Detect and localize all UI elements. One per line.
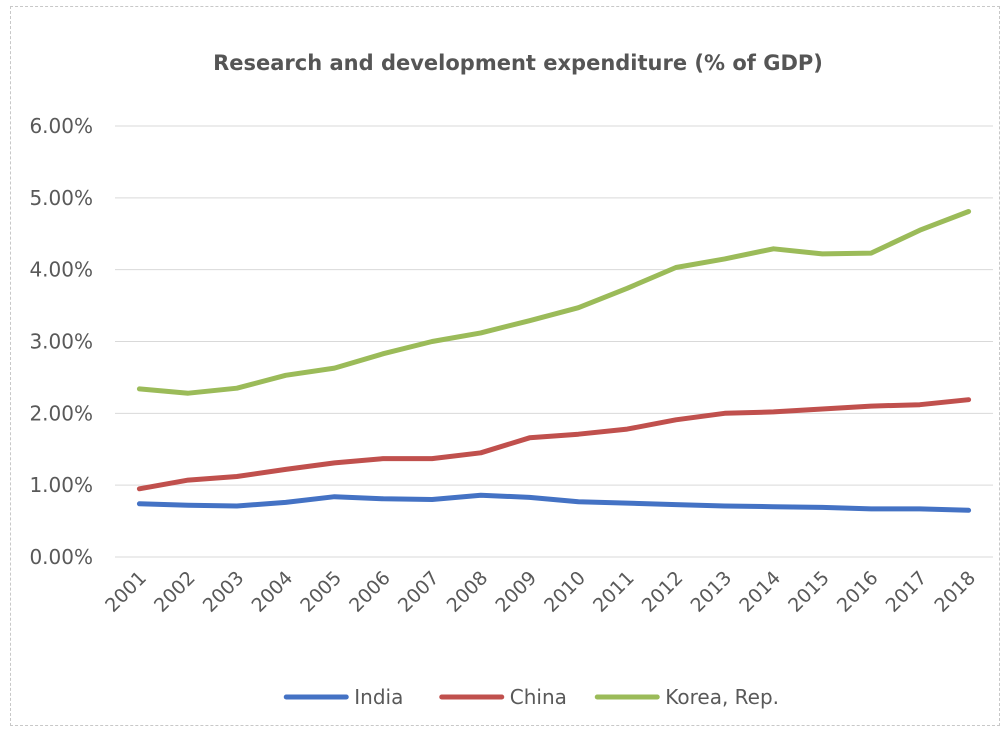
x-tick-label: 2005 (296, 567, 346, 617)
x-tick-label: 2016 (833, 567, 883, 617)
x-tick-label: 2013 (687, 567, 737, 617)
y-tick-label: 0.00% (29, 545, 93, 569)
x-tick-label: 2017 (882, 567, 932, 617)
chart-frame: Research and development expenditure (% … (10, 6, 1000, 726)
y-tick-label: 3.00% (29, 330, 93, 354)
legend-item: India (283, 685, 403, 709)
y-tick-label: 6.00% (29, 114, 93, 138)
x-tick-label: 2008 (443, 567, 493, 617)
series-line-india (136, 492, 972, 513)
y-tick-label: 5.00% (29, 186, 93, 210)
legend-item: Korea, Rep. (594, 685, 779, 709)
x-tick-label: 2007 (394, 567, 444, 617)
y-tick-label: 2.00% (29, 401, 93, 425)
x-tick-label: 2003 (199, 567, 249, 617)
y-tick-label: 4.00% (29, 258, 93, 282)
line-chart: Research and development expenditure (% … (29, 51, 993, 709)
series-line-china (136, 397, 972, 492)
x-tick-label: 2001 (101, 567, 151, 617)
x-tick-label: 2010 (540, 567, 590, 617)
x-axis-ticks: 2001 2002 2003 2004 2005 2006 2007 2008 2009 2010… (101, 567, 980, 617)
x-tick-label: 2006 (345, 567, 395, 617)
series-line-korea-rep (136, 209, 972, 396)
legend-label: Korea, Rep. (665, 685, 779, 709)
legend-label: India (354, 685, 403, 709)
series-lines (136, 209, 972, 513)
x-tick-label: 2014 (735, 567, 785, 617)
legend-label: China (510, 685, 567, 709)
x-tick-label: 2009 (491, 567, 541, 617)
legend: India China Korea, Rep. (283, 685, 779, 709)
x-tick-label: 2015 (784, 567, 834, 617)
x-tick-label: 2018 (930, 567, 980, 617)
legend-item: China (439, 685, 567, 709)
x-tick-label: 2011 (589, 567, 639, 617)
x-tick-label: 2004 (248, 567, 298, 617)
gridlines (115, 125, 993, 558)
chart-title: Research and development expenditure (% … (213, 51, 823, 75)
x-tick-label: 2012 (638, 567, 688, 617)
y-axis-ticks: 0.00% 1.00% 2.00% 3.00% 4.00% 5.00% 6.00% (29, 114, 93, 569)
x-tick-label: 2002 (150, 567, 200, 617)
y-tick-label: 1.00% (29, 473, 93, 497)
